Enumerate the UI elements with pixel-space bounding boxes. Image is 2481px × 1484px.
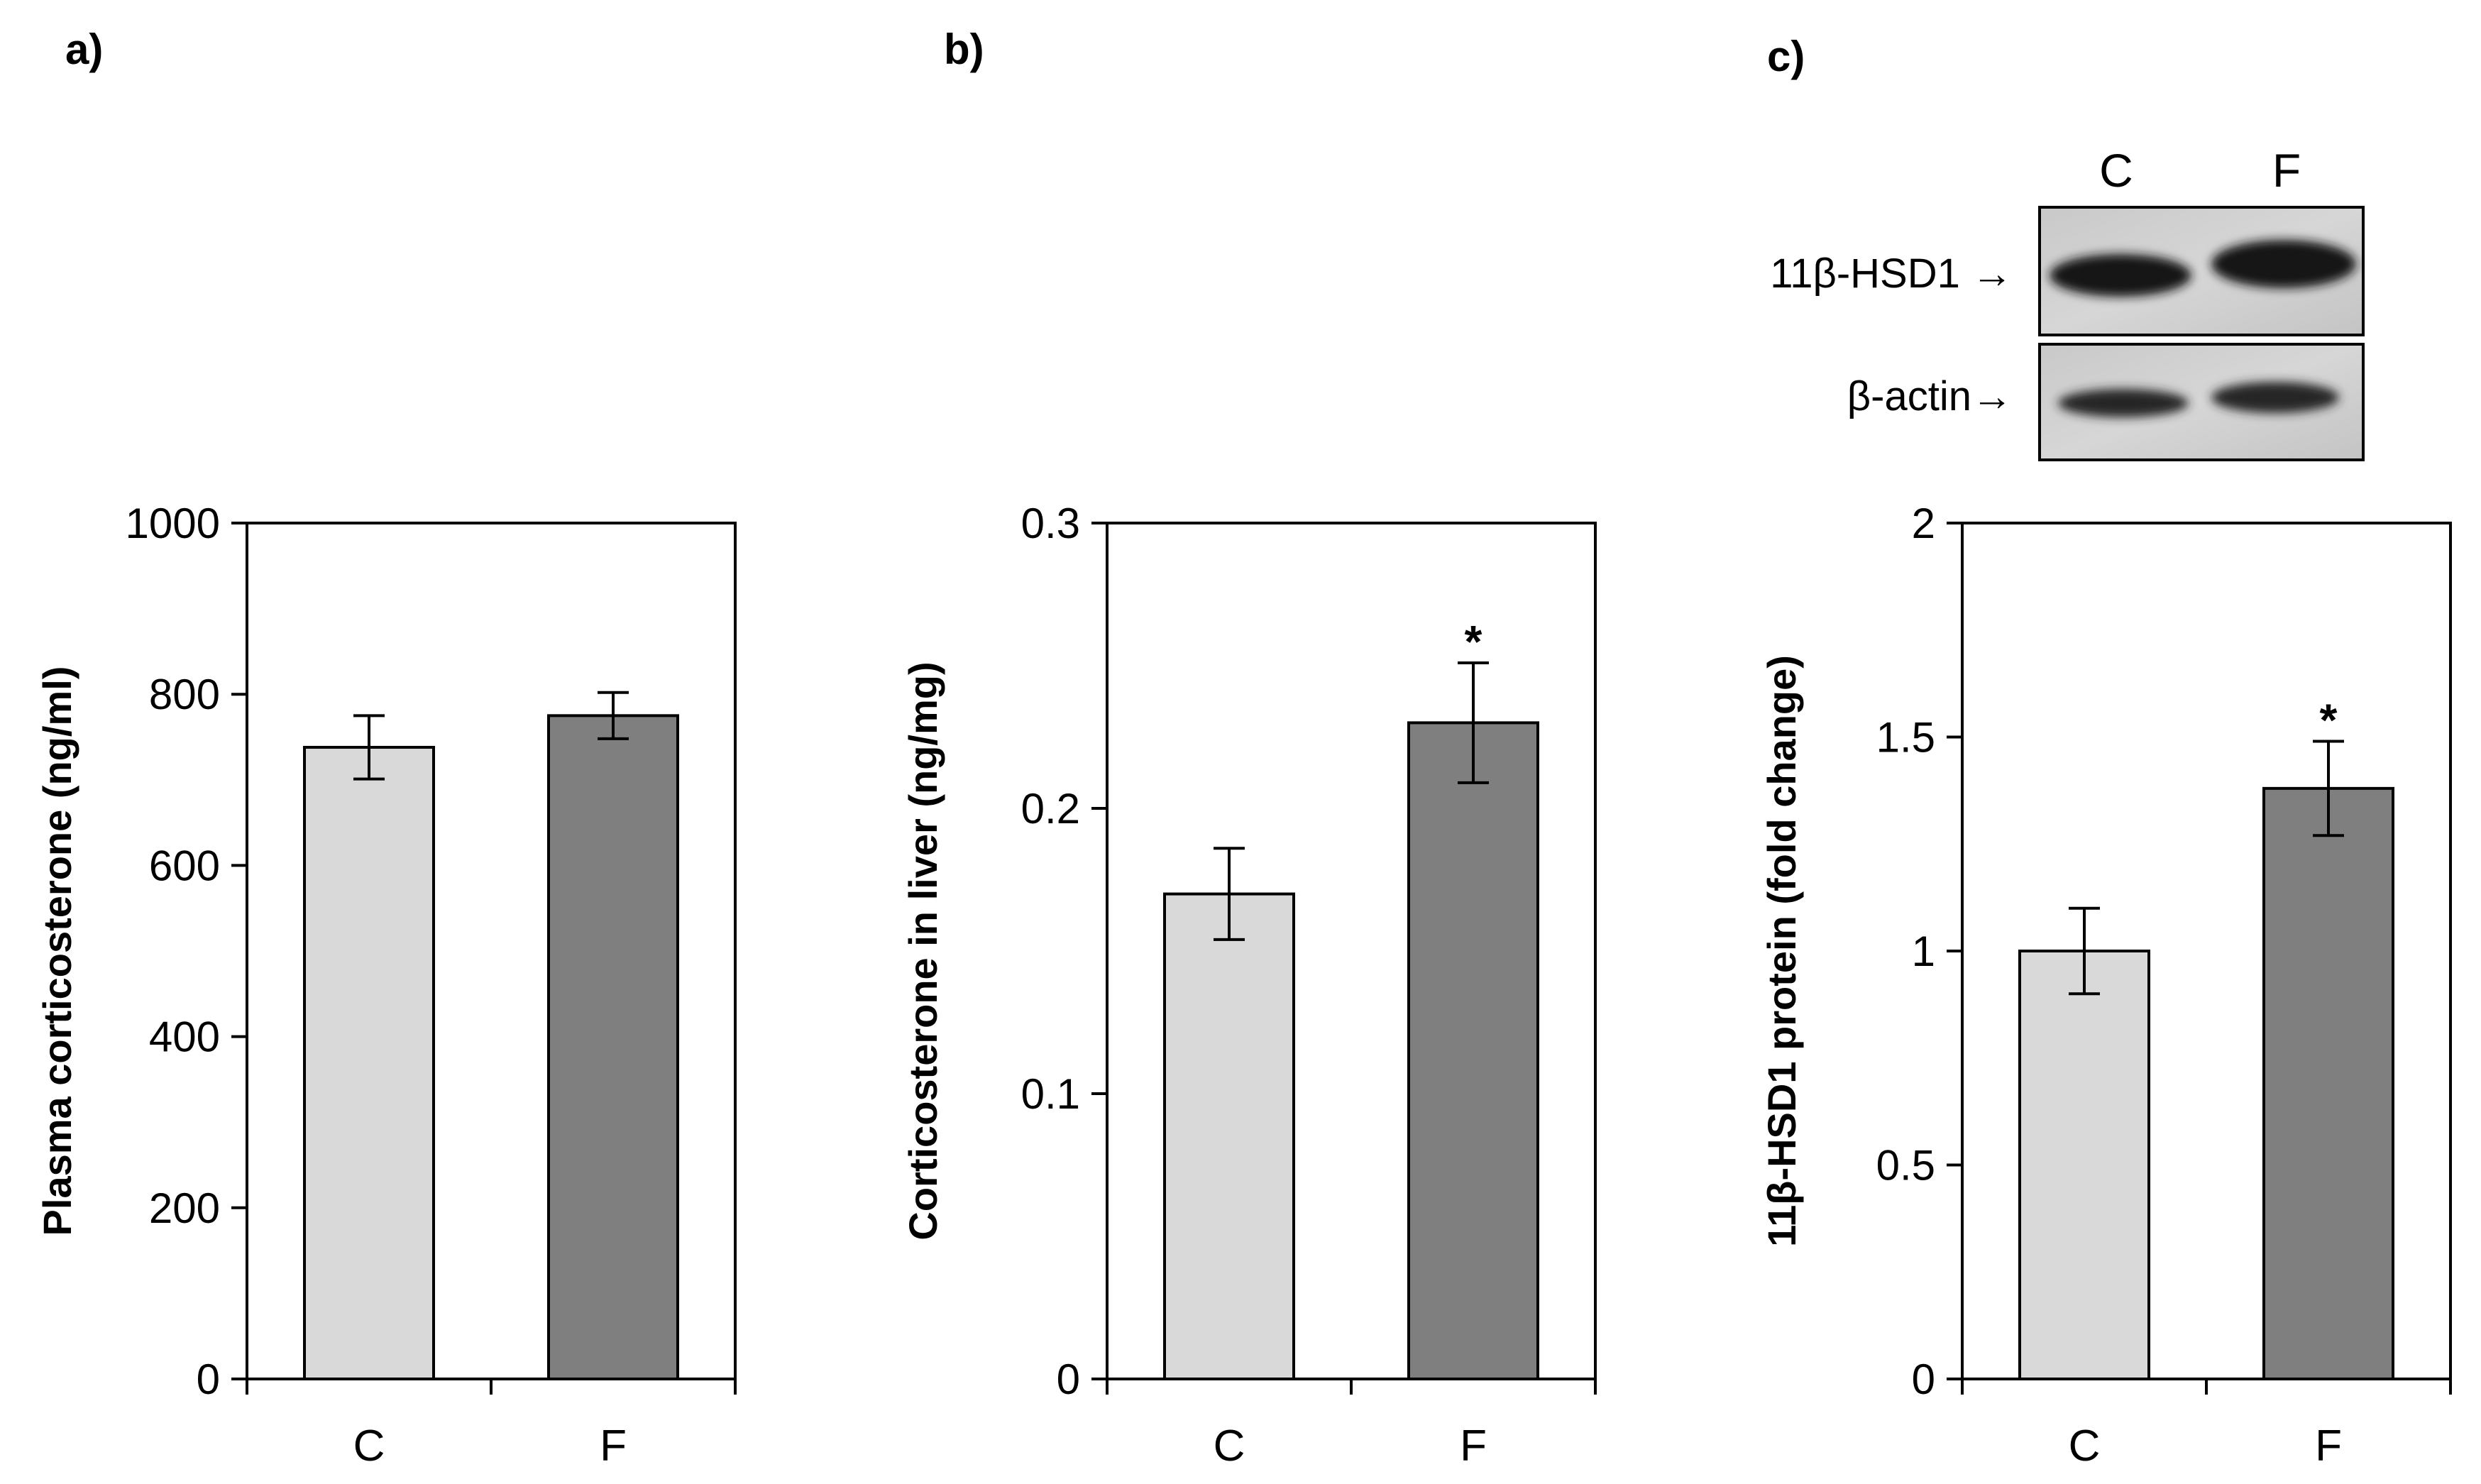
blot-lane-label-f: F [2272,144,2301,197]
y-axis-ticks-c: 0 0.5 1 1.5 2 [1876,500,1962,1403]
blot-band-actin-c [2058,389,2189,417]
chart-panel-b: b) 0 0.1 0.2 0.3 * C F Corticosterone in li… [901,26,1597,1471]
bar-b-f [1407,721,1539,1380]
blot-band-hsd1-c [2050,254,2191,297]
chart-panel-c: c) 0 0.5 1 1.5 2 * C F 11β-HSD1 protein (fol… [1759,33,2452,1471]
panel-label-c: c) [1767,33,1805,80]
y-axis-title-b: Corticosterone in liver (ng/mg) [901,661,945,1240]
bars-a [303,691,679,1381]
y-tick-label-c: 1 [1912,928,1935,975]
bar-b-c [1163,892,1295,1380]
x-axis-ticks-c [1961,1379,2452,1395]
y-tick-label-b: 0.2 [1021,785,1080,832]
error-bar-c-f [2313,740,2344,837]
blot-band-actin-f [2211,382,2339,413]
x-tick-label-b-f: F [1460,1422,1487,1471]
x-tick-label-c-c: C [2069,1422,2101,1471]
x-tick-label-b-c: C [1214,1422,1245,1471]
y-tick-label-a: 200 [149,1185,220,1232]
error-bar-b-f [1458,661,1489,784]
y-tick-label-a: 1000 [126,500,220,547]
y-tick-label-a: 400 [149,1013,220,1061]
bars-b: * [1163,616,1539,1380]
error-bar-b-c [1214,847,1245,941]
x-tick-label-a-f: F [600,1422,627,1471]
significance-mark-c-f: * [2320,695,2338,746]
bars-c: * [2018,695,2394,1380]
y-axis-ticks-a: 0 200 400 600 800 1000 [126,500,247,1403]
x-axis-ticks-b [1106,1379,1597,1395]
y-tick-label-b: 0.3 [1021,500,1080,547]
y-axis-ticks-b: 0 0.1 0.2 0.3 [1021,500,1107,1403]
error-bar-a-f [598,691,629,740]
x-tick-label-c-f: F [2315,1422,2342,1471]
blot-band-hsd1-f [2211,240,2356,288]
error-bar-c-c [2069,906,2100,996]
panel-label-a: a) [65,26,103,73]
y-tick-label-c: 2 [1912,500,1935,547]
panel-label-b: b) [944,26,984,73]
y-tick-label-c: 0.5 [1876,1142,1935,1189]
western-blot: C F 11β-HSD1 → β-actin→ [1770,144,2365,461]
y-tick-label-a: 800 [149,671,220,718]
error-bar-a-c [353,714,385,781]
x-axis-ticks-a [246,1379,737,1395]
y-tick-label-c: 0 [1912,1356,1935,1403]
blot-row-label-actin: β-actin→ [1847,373,2013,419]
y-tick-label-c: 1.5 [1876,714,1935,762]
y-axis-title-c: 11β-HSD1 protein (fold change) [1759,655,1804,1247]
bar-a-c [303,745,435,1381]
blot-row-label-hsd1: 11β-HSD1 → [1770,251,2013,297]
y-tick-label-a: 0 [197,1356,220,1403]
chart-panel-a: a) 0 200 400 600 800 1000 C F Plasma corticos… [35,26,737,1471]
y-tick-label-b: 0 [1057,1356,1080,1403]
y-tick-label-a: 600 [149,842,220,889]
blot-lane-label-c: C [2099,144,2133,197]
y-tick-label-b: 0.1 [1021,1070,1080,1118]
bar-a-f [547,714,679,1380]
significance-mark-b-f: * [1465,616,1482,667]
bar-c-c [2018,950,2150,1380]
x-tick-label-a-c: C [353,1422,385,1471]
bar-c-f [2262,786,2394,1380]
y-axis-title-a: Plasma corticosterone (ng/ml) [35,666,79,1236]
